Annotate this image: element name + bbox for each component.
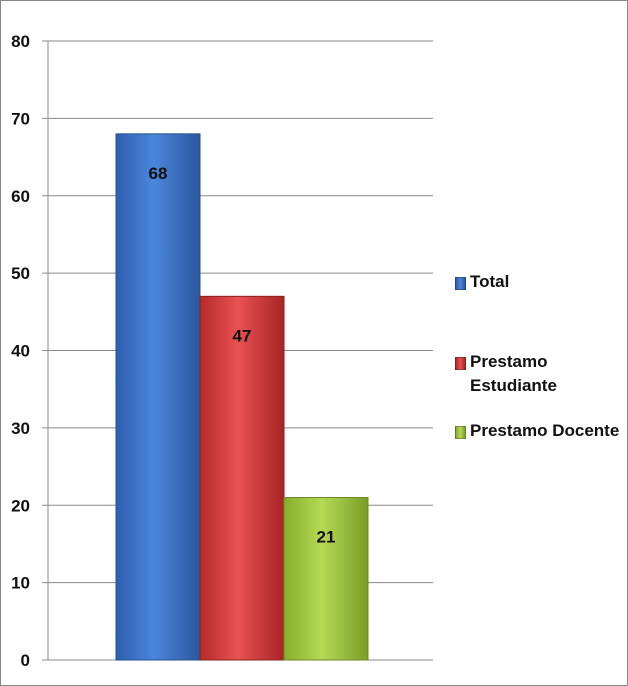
legend-swatch-prestamo-estudiante [455, 356, 466, 370]
legend-swatch-prestamo-docente [455, 425, 466, 439]
data-label-prestamo-estudiante: 47 [233, 326, 252, 345]
y-axis: 0 10 20 30 40 50 60 70 80 [11, 32, 49, 670]
y-tick-label-50: 50 [11, 264, 30, 283]
legend-label-prestamo-estudiante: Prestamo Estudiante [470, 351, 557, 396]
bar-prestamo-estudiante [199, 295, 285, 661]
y-tick-label-80: 80 [11, 32, 30, 51]
legend-label-total: Total [470, 272, 510, 291]
legend-swatch-total [455, 277, 466, 290]
legend: Total Prestamo Estudiante Prestamo Docen… [455, 270, 625, 462]
bar-prestamo-docente [283, 497, 369, 661]
data-label-total: 68 [149, 164, 168, 183]
y-tick-label-10: 10 [11, 574, 30, 593]
bars [115, 133, 369, 661]
y-tick-label-30: 30 [11, 419, 30, 438]
gridlines [48, 40, 433, 661]
legend-item-total: Total [455, 270, 625, 295]
y-tick-label-60: 60 [11, 187, 30, 206]
y-tick-label-40: 40 [11, 342, 30, 361]
data-label-prestamo-docente: 21 [317, 528, 336, 547]
legend-item-prestamo-docente: Prestamo Docente [455, 419, 625, 444]
y-tick-label-70: 70 [11, 109, 30, 128]
y-tick-label-20: 20 [11, 496, 30, 515]
bar-total [115, 133, 201, 661]
y-tick-label-0: 0 [21, 651, 30, 670]
legend-item-prestamo-estudiante: Prestamo Estudiante [455, 350, 625, 399]
legend-label-prestamo-docente: Prestamo Docente [470, 420, 620, 440]
data-labels: 68 47 21 [149, 164, 336, 547]
